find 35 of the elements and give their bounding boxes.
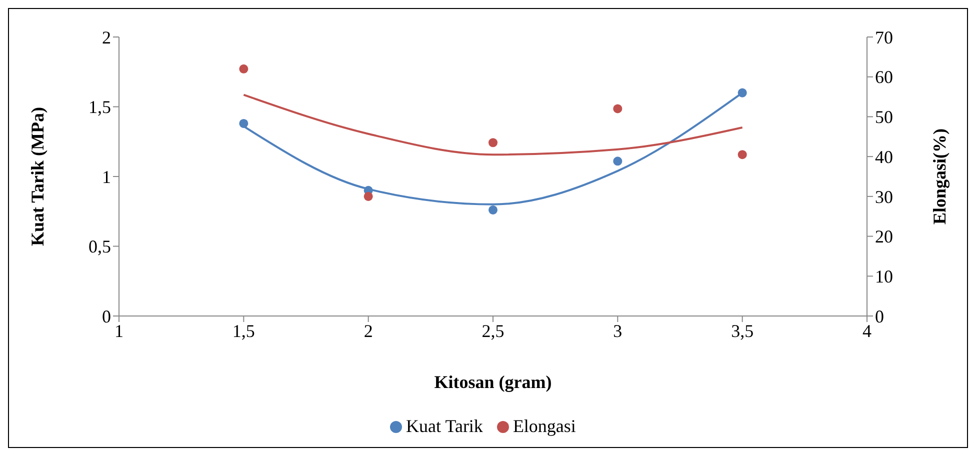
x-tick-label: 2,5 [482,320,504,341]
legend-label: Kuat Tarik [406,416,483,437]
point [239,118,248,128]
x-tick-label: 3 [613,320,622,341]
point [738,150,747,160]
x-tick-label: 4 [862,320,872,341]
y2-tick-label: 30 [875,186,893,207]
y2-tick-label: 50 [875,107,893,128]
y-tick-label: 0 [102,306,111,326]
x-tick-label: 1 [114,320,124,341]
y2-axis-title: Elongasi(%) [929,128,950,225]
x-tick-label: 2 [364,320,373,341]
x-axis-title: Kitosan (gram) [434,372,552,392]
y2-tick-label: 40 [875,146,893,167]
y2-tick-label: 20 [875,226,893,247]
y-tick-label: 1,5 [88,97,111,118]
y2-tick-label: 10 [875,266,893,287]
x-tick-label: 1,5 [232,320,255,341]
point [488,138,498,148]
y-tick-label: 1 [102,166,111,187]
y-axis-title: Kuat Tarik (MPa) [27,106,48,246]
point [613,104,622,114]
legend-label: Elongasi [512,416,576,437]
point [613,156,622,166]
line-series [242,94,744,156]
y-tick-label: 0,5 [88,236,111,257]
y2-tick-label: 60 [875,67,893,88]
point [488,205,498,214]
x-tick-label: 3,5 [731,320,754,341]
y2-tick-label: 0 [875,306,884,326]
y-tick-label: 2 [102,27,111,48]
point [239,64,248,74]
point [738,88,747,98]
point [364,192,373,201]
y2-tick-label: 70 [875,27,893,48]
